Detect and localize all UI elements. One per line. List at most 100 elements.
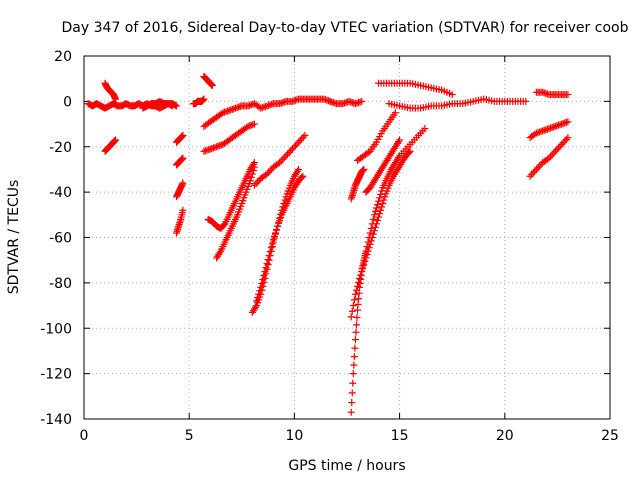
data-point [266,248,274,256]
data-point [263,260,271,268]
data-point [351,344,359,352]
series-26 [526,118,572,142]
data-point [362,254,370,262]
data-point [396,136,404,144]
data-point [372,204,380,212]
data-point [352,286,360,294]
data-point [179,154,187,162]
series-13 [213,163,258,262]
data-point [548,151,556,159]
data-point [260,272,268,280]
data-point [267,244,275,252]
x-tick-label: 25 [601,428,619,444]
data-point [288,145,296,153]
data-point [375,197,383,205]
data-point [284,150,292,158]
data-point [248,170,256,178]
data-point [352,328,360,336]
y-tick-label: -100 [40,321,72,337]
data-point [358,268,366,276]
data-point [347,408,355,416]
data-point [364,247,372,255]
data-point [531,167,539,175]
data-point [529,169,537,177]
data-point [371,223,379,231]
data-point [256,287,264,295]
data-point [531,130,539,138]
data-point [553,146,561,154]
data-point [370,211,378,219]
data-point [368,234,376,241]
data-point [252,180,260,188]
data-point [360,261,368,269]
data-point [367,237,375,245]
data-point [365,148,373,156]
data-point [208,81,216,89]
data-point [299,133,307,141]
series-21 [354,109,399,164]
series-1 [101,79,120,103]
x-tick-label: 15 [391,428,409,444]
data-point [247,173,255,181]
data-point [526,172,534,180]
data-point [379,199,387,207]
data-point [369,230,377,238]
data-point [391,109,399,117]
data-point [564,118,572,126]
data-point [270,232,278,240]
data-point [179,179,187,187]
series-27 [526,134,572,180]
plot-frame [83,55,611,420]
data-point [273,226,281,234]
data-point [371,207,379,215]
data-point [291,142,299,150]
data-point [271,229,279,237]
y-axis-title: SDTVAR / TECUs [6,180,22,295]
data-point [350,353,358,361]
data-point [360,165,368,173]
data-point [301,131,309,139]
data-point [528,171,536,179]
x-axis-title: GPS time / hours [288,458,405,474]
data-point [547,152,555,160]
data-point [179,206,187,214]
data-points [84,72,572,416]
data-point [395,154,403,162]
data-point [257,283,265,291]
y-tick-label: -80 [49,276,72,292]
data-point [265,252,273,260]
data-point [250,181,258,189]
data-point [295,138,303,146]
data-point [355,278,363,286]
data-point [361,257,369,265]
data-point [112,136,120,144]
series-3 [139,97,176,112]
data-point [348,389,356,397]
data-point [253,297,261,305]
x-tick-label: 5 [185,428,194,444]
series-10 [200,95,334,130]
data-point [268,240,276,248]
data-point [375,213,383,221]
data-point [263,170,271,178]
data-point [287,147,295,155]
x-tick-label: 0 [80,428,89,444]
data-point [370,227,378,235]
data-point [358,97,366,105]
data-point [564,134,572,142]
series-16 [250,131,309,189]
data-point [279,155,287,163]
data-point [351,290,359,298]
data-point [406,147,414,155]
data-point [280,154,288,162]
data-point [349,370,357,378]
series-24 [385,95,530,112]
data-point [293,140,301,148]
series-11 [200,120,258,155]
data-point [376,194,384,202]
series-8 [189,95,208,108]
data-point [277,157,285,165]
data-point [250,120,258,128]
data-point [348,399,356,407]
